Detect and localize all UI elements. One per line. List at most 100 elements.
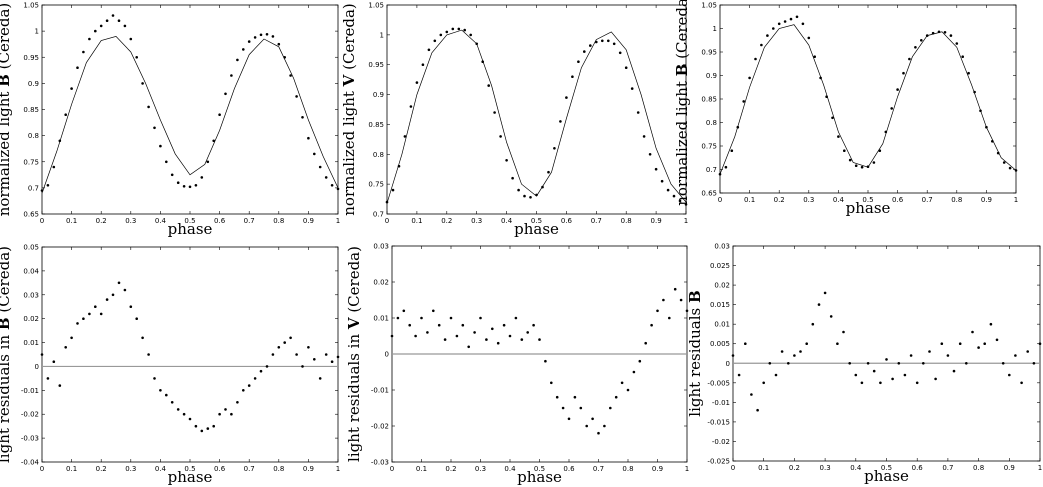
data-point	[805, 342, 808, 346]
x-tick-label: 0.1	[66, 465, 77, 473]
y-tick-label: 0.04	[23, 267, 39, 275]
data-point	[780, 350, 784, 353]
y-tick-label: 1	[713, 25, 717, 33]
data-point	[46, 377, 50, 380]
y-axis-label-part: (Cereda)	[340, 3, 358, 74]
x-tick-label: 0.8	[273, 465, 284, 473]
data-point	[730, 149, 734, 152]
x-tick-label: 1	[685, 465, 689, 473]
data-point	[40, 353, 44, 356]
data-point	[224, 92, 227, 96]
x-tick-label: 1	[684, 217, 688, 225]
data-point	[789, 17, 793, 21]
data-point	[837, 135, 840, 138]
x-tick-label: 0.5	[531, 217, 542, 225]
x-tick-label: 0	[40, 465, 44, 473]
y-tick-label: 0	[385, 351, 389, 359]
x-tick-label: 0.7	[942, 464, 953, 472]
data-point	[836, 342, 839, 346]
data-point	[176, 408, 180, 411]
data-point	[76, 322, 79, 325]
data-point	[479, 316, 482, 320]
data-point	[638, 359, 642, 363]
data-point	[517, 188, 520, 192]
data-point	[662, 298, 665, 302]
data-point	[485, 338, 488, 341]
y-tick-label: 0.95	[368, 61, 384, 69]
data-point	[427, 48, 431, 52]
data-point	[111, 14, 115, 17]
data-point	[829, 315, 833, 318]
data-point	[648, 153, 652, 156]
data-point	[795, 15, 799, 19]
y-tick-label: -0.015	[707, 418, 730, 426]
x-tick-label: 1	[1038, 464, 1042, 472]
data-point	[529, 196, 532, 199]
data-point	[961, 55, 964, 58]
x-tick-label: 0.1	[66, 217, 77, 225]
data-point	[928, 350, 931, 353]
y-tick-label: 0.02	[23, 315, 39, 323]
data-point	[301, 365, 304, 368]
data-point	[567, 417, 571, 421]
y-tick-label: -0.01	[371, 387, 389, 395]
y-tick-label: 0.65	[23, 211, 39, 219]
data-point	[236, 58, 239, 62]
x-tick-label: 0.7	[244, 465, 255, 473]
x-tick-label: 0.2	[441, 217, 452, 225]
data-point	[295, 353, 298, 356]
data-point	[678, 199, 682, 203]
y-tick-label: 0.01	[23, 339, 39, 347]
data-point	[457, 27, 461, 31]
y-tick-label: 0	[726, 360, 730, 368]
y-axis-label: normalized light B (Cereda)	[0, 3, 13, 217]
data-point	[153, 126, 156, 130]
data-point	[793, 354, 796, 357]
data-point	[433, 39, 437, 43]
data-point	[672, 194, 676, 198]
data-point	[620, 381, 624, 385]
data-point	[955, 42, 959, 45]
x-tick-label: 0.6	[561, 217, 573, 225]
data-point	[330, 360, 334, 364]
x-tick-label: 0.9	[303, 217, 314, 225]
x-tick-label: 0.1	[758, 464, 769, 472]
data-point	[983, 342, 986, 346]
data-point	[644, 341, 647, 345]
x-tick-label: 0.9	[1004, 464, 1015, 472]
x-tick-label: 0	[385, 217, 389, 225]
data-point	[253, 377, 257, 380]
data-point	[1026, 350, 1029, 353]
data-point	[505, 159, 508, 162]
data-point	[182, 185, 186, 188]
data-point	[1032, 362, 1036, 365]
y-tick-label: 0.95	[701, 49, 717, 57]
data-point	[318, 377, 322, 380]
data-point	[147, 105, 150, 109]
data-point	[750, 393, 753, 396]
data-point	[903, 373, 907, 377]
y-tick-label: 1	[35, 28, 39, 36]
y-tick-label: 0.025	[710, 262, 730, 270]
y-axis-label: normalized light V (Cereda)	[340, 3, 358, 216]
data-point	[731, 354, 735, 357]
y-tick-label: 0.01	[373, 315, 389, 323]
y-axis-label-part: (Cereda)	[345, 246, 363, 317]
y-axis-label-part: light residuals	[686, 303, 704, 417]
data-point	[654, 167, 658, 171]
y-tick-label: 0.005	[710, 340, 730, 348]
data-point	[626, 388, 630, 392]
x-tick-label: 0.8	[621, 217, 632, 225]
data-point	[439, 33, 443, 37]
data-point	[165, 160, 168, 164]
data-point	[823, 291, 827, 295]
data-point	[890, 107, 893, 110]
y-tick-label: 0.8	[373, 151, 384, 159]
data-point	[99, 312, 103, 316]
data-point	[854, 164, 858, 167]
data-point	[811, 322, 815, 326]
data-point	[170, 173, 174, 177]
data-point	[247, 40, 251, 43]
data-point	[88, 37, 91, 41]
model-curve	[719, 24, 1017, 175]
